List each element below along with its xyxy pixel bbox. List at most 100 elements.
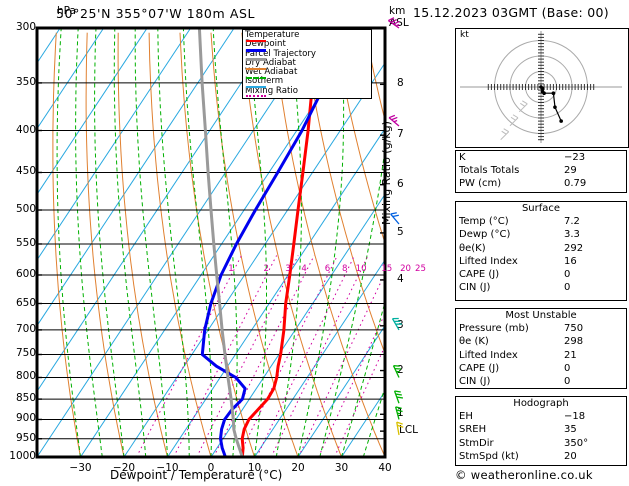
index-row: CIN (J) 0 <box>456 375 626 388</box>
height-unit-label-asl: ASL <box>389 17 409 29</box>
temperature-tick: 30 <box>334 462 349 474</box>
legend-item: Parcel Trajectory <box>245 48 316 61</box>
height-tick: 3 <box>397 318 404 331</box>
panel-title: Surface <box>521 203 561 214</box>
index-row: StmDir 350° <box>456 437 626 450</box>
mixing-ratio-value: 6 <box>324 263 331 274</box>
temperature-tick: −10 <box>156 462 179 474</box>
index-value: 0 <box>564 362 571 374</box>
mixing-ratio-value: 3 <box>285 263 291 274</box>
index-row: Pressure (mb) 750 <box>456 322 626 335</box>
height-unit-label-km: km <box>389 5 406 17</box>
index-label: Lifted Index <box>459 255 518 267</box>
height-tick: 8 <box>397 77 404 90</box>
hodograph-panel: kt <box>455 28 629 148</box>
indices-panel: Most Unstable Pressure (mb) 750 θe (K) 298 Li… <box>455 308 627 389</box>
sounding-plot: 300 350 400 450 500 550 600 650 700 750 800 850 900 9… <box>0 0 426 486</box>
lcl-marker: LCL <box>399 424 419 437</box>
pressure-tick: 300 <box>15 21 36 33</box>
index-value: 29 <box>564 165 577 177</box>
index-value: 7.2 <box>564 216 580 228</box>
index-value: 20 <box>564 450 577 462</box>
index-label: CIN (J) <box>459 376 491 388</box>
mixing-ratio-value: 2 <box>263 263 269 274</box>
index-value: 35 <box>564 424 577 436</box>
pressure-unit-label: hPa <box>57 5 76 17</box>
index-value: 0 <box>564 376 571 388</box>
legend-item: Isotherm <box>245 76 316 89</box>
pressure-tick: 500 <box>15 203 36 216</box>
hodograph-canvas <box>460 31 622 143</box>
pressure-tick: 900 <box>15 412 36 425</box>
index-value: 16 <box>564 255 577 267</box>
mixing-ratio-value: 15 <box>381 263 393 274</box>
height-tick: 4 <box>397 272 404 285</box>
pressure-axis: 300 350 400 450 500 550 600 650 700 750 800 850 900 9… <box>0 0 36 486</box>
temperature-tick: −20 <box>112 462 136 474</box>
index-row: EH −18 <box>456 410 626 423</box>
temperature-tick: −30 <box>69 462 92 474</box>
pressure-tick: 350 <box>15 75 36 88</box>
index-value: −18 <box>564 411 586 423</box>
index-value: 750 <box>564 323 584 335</box>
index-row: Totals Totals 29 <box>456 164 626 177</box>
temperature-tick: 40 <box>378 462 392 474</box>
index-label: StmSpd (kt) <box>459 450 519 462</box>
legend: Temperature Dewpoint Parcel Trajectory Dry … <box>242 29 372 100</box>
legend-label: Parcel Trajectory <box>245 48 316 59</box>
legend-label: Dry Adiabat <box>245 57 296 68</box>
index-row: StmSpd (kt) 20 <box>456 450 626 463</box>
panel-title: Hodograph <box>513 398 569 409</box>
index-value: −23 <box>564 152 586 163</box>
legend-label: Wet Adiabat <box>245 67 298 78</box>
legend-label: Dewpoint <box>245 39 286 50</box>
index-row: CAPE (J) 0 <box>456 268 626 281</box>
index-row: CIN (J) 0 <box>456 281 626 294</box>
mixing-ratio-value: 1 <box>228 263 234 274</box>
index-value: 0.79 <box>564 178 587 190</box>
index-label: Dewp (°C) <box>459 229 511 241</box>
index-label: K <box>459 152 466 163</box>
index-row: CAPE (J) 0 <box>456 362 626 375</box>
pressure-tick: 1000 <box>9 450 36 462</box>
index-label: Totals Totals <box>459 165 520 177</box>
mixing-ratio-labels: 1 2 3 4 6 8 10 15 20 25 <box>228 263 426 274</box>
index-label: EH <box>459 411 473 423</box>
pressure-tick: 400 <box>15 123 36 136</box>
indices-panel: Hodograph EH −18 SREH 35 StmDir 350° StmSpd (kt… <box>455 396 627 466</box>
temperature-tick: 20 <box>291 462 305 474</box>
index-label: PW (cm) <box>459 178 502 190</box>
datetime-label: 15.12.2023 03GMT (Base: 00) <box>413 5 609 20</box>
index-value: 0 <box>564 282 571 294</box>
pressure-tick: 450 <box>15 165 36 178</box>
x-axis-title: Dewpoint / Temperature (°C) <box>110 468 283 482</box>
mixing-ratio-value: 20 <box>400 263 412 274</box>
legend-label: Temperature <box>245 30 300 40</box>
index-value: 21 <box>564 349 577 361</box>
height-tick: 5 <box>397 225 404 238</box>
legend-label: Isotherm <box>245 76 284 87</box>
height-tick: 6 <box>397 177 404 190</box>
index-label: Temp (°C) <box>459 216 509 228</box>
index-label: Lifted Index <box>459 349 518 361</box>
mixing-ratio-axis-title: Mixing Ratio (g/kg) <box>380 121 393 225</box>
indices-panel: K −23 Totals Totals 29 PW (cm) 0.79 <box>455 150 627 193</box>
index-row: Lifted Index 21 <box>456 349 626 362</box>
index-label: CAPE (J) <box>459 362 500 374</box>
mixing-ratio-value: 10 <box>355 263 367 274</box>
mixing-ratio-value: 4 <box>301 263 307 274</box>
index-label: θe (K) <box>459 336 489 348</box>
index-row: Lifted Index 16 <box>456 255 626 268</box>
index-value: 298 <box>564 336 584 348</box>
pressure-tick: 700 <box>15 322 36 335</box>
index-value: 3.3 <box>564 229 580 241</box>
index-label: CIN (J) <box>459 282 491 294</box>
index-label: θe(K) <box>459 242 486 254</box>
index-row: K −23 <box>456 151 626 164</box>
height-tick: 7 <box>397 128 404 141</box>
legend-label: Mixing Ratio <box>245 85 298 96</box>
index-row: Temp (°C) 7.2 <box>456 215 626 228</box>
index-label: Pressure (mb) <box>459 323 529 335</box>
pressure-tick: 650 <box>15 296 36 309</box>
legend-item: Mixing Ratio <box>245 85 316 98</box>
